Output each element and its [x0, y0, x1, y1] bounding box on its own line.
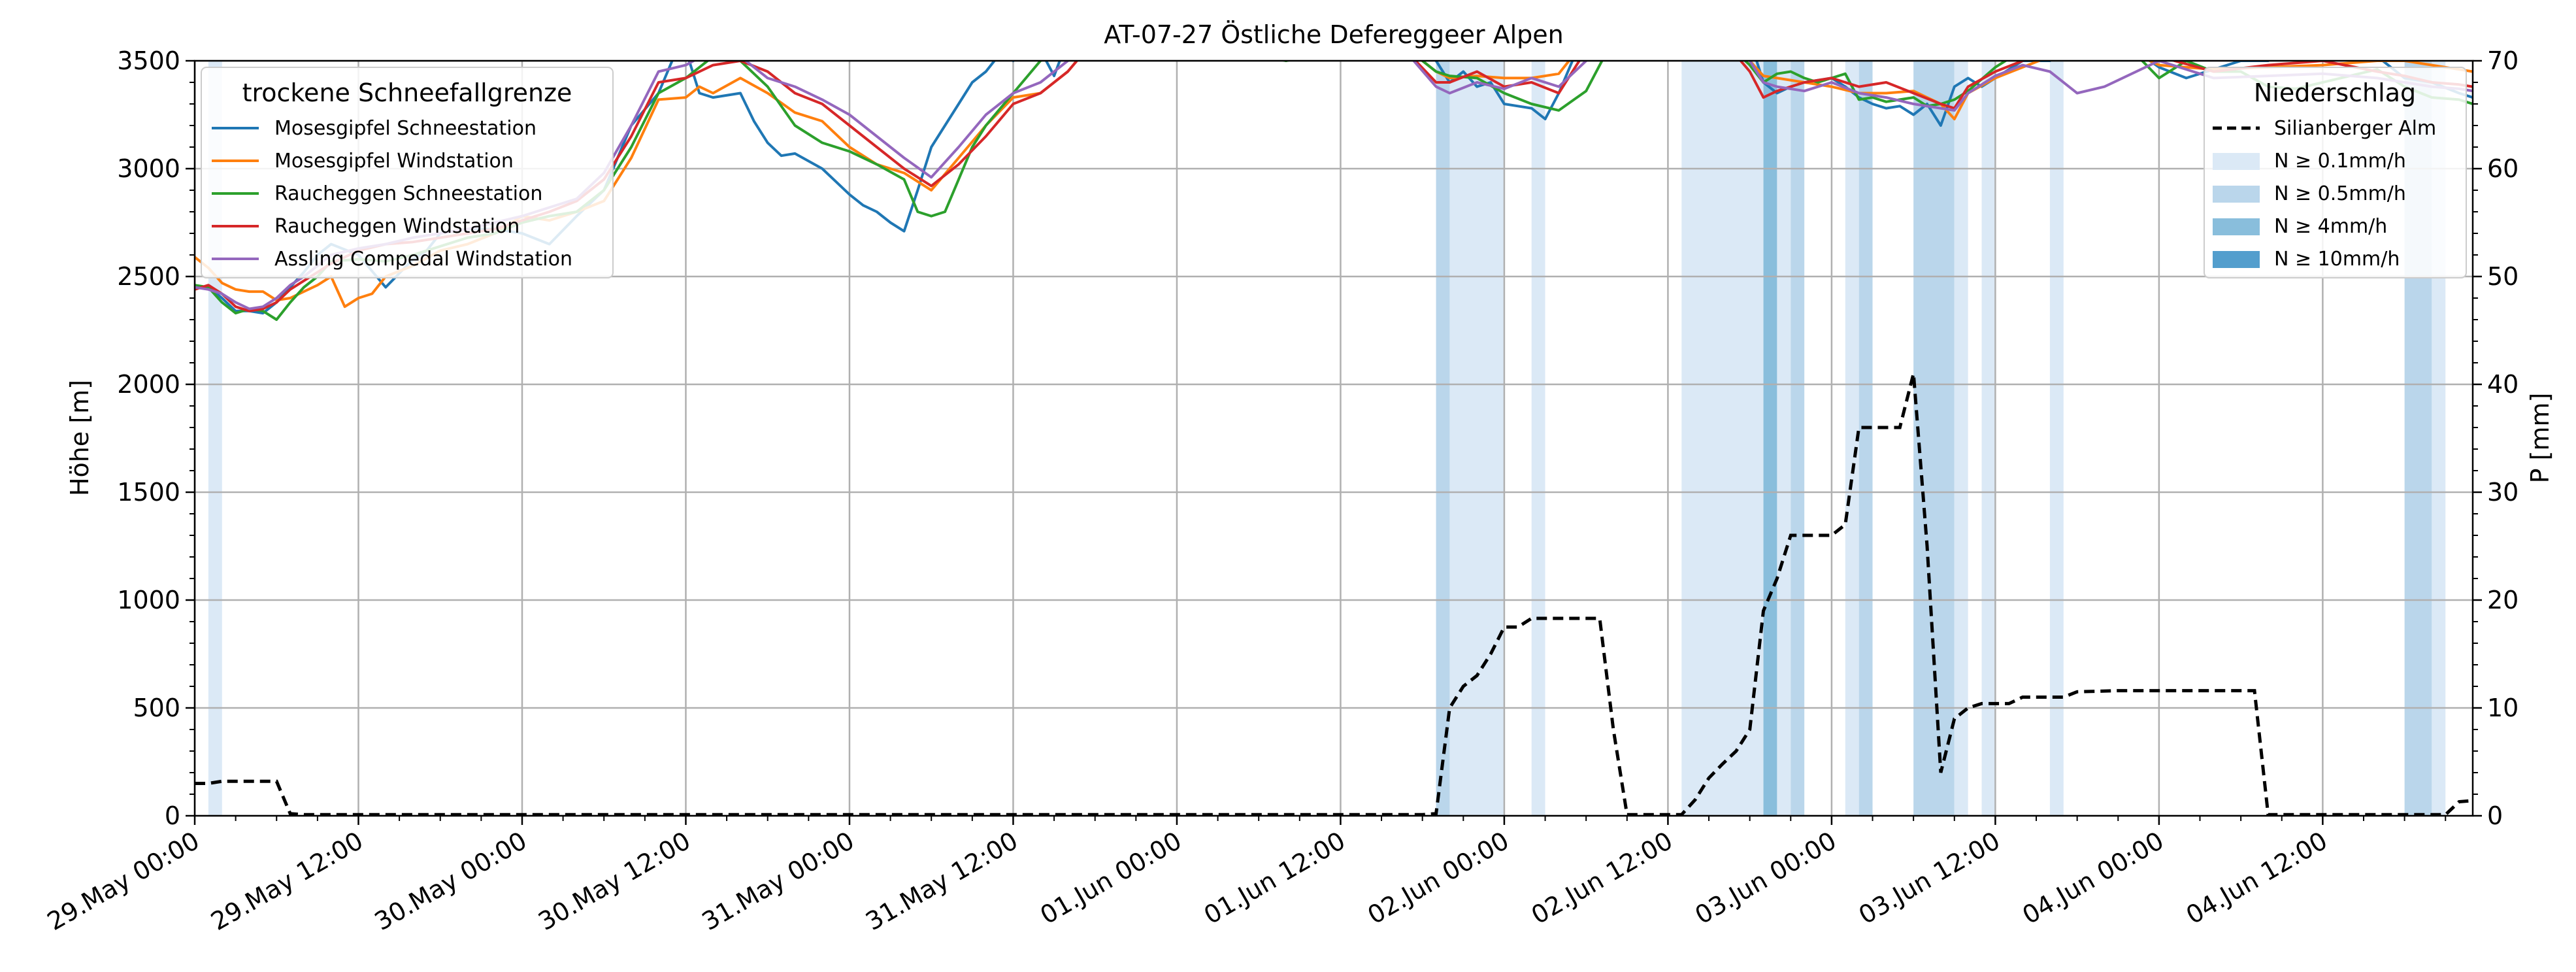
legend-label-1: Mosesgipfel Windstation	[274, 150, 514, 173]
y-tick-label-5: 2500	[117, 262, 180, 291]
y-tick-label-0: 0	[165, 801, 180, 830]
precip-band-12	[1981, 61, 1996, 816]
precip-bands	[208, 61, 2446, 816]
precip-band-11	[1954, 61, 1968, 816]
y2-tick-label-6: 60	[2487, 154, 2518, 183]
x-tick-label-6: 01.Jun 00:00	[1035, 826, 1186, 930]
x-tick-label-8: 02.Jun 00:00	[1362, 826, 1513, 930]
y-tick-label-1: 500	[133, 694, 180, 722]
legend-label-2: Raucheggen Schneestation	[274, 182, 542, 205]
precip-band-7	[1791, 61, 1805, 816]
precip-series	[195, 373, 2473, 816]
y-axis-right: 0 10 20 30 40 50 60 70	[2473, 46, 2518, 830]
legend-label-3: Raucheggen Windstation	[274, 215, 520, 238]
precip-band-13	[2049, 61, 2064, 816]
precip-band-1	[1436, 61, 1450, 816]
x-tick-label-4: 31.May 00:00	[697, 826, 859, 936]
legend-band-swatch-3	[2213, 251, 2260, 268]
precip-band-4	[1681, 61, 1764, 816]
y-tick-label-2: 1000	[117, 586, 180, 614]
legend-band-label-3: N ≥ 10mm/h	[2274, 248, 2400, 271]
x-tick-label-11: 03.Jun 12:00	[1854, 826, 2005, 930]
y2-tick-label-4: 40	[2487, 370, 2518, 399]
y2-tick-label-3: 30	[2487, 478, 2518, 507]
y-tick-label-3: 1500	[117, 478, 180, 507]
y2-axis-label: P [mm]	[2526, 393, 2554, 484]
legend-precip-line-label: Silianberger Alm	[2274, 117, 2436, 140]
x-tick-label-12: 04.Jun 00:00	[2017, 826, 2168, 930]
precip-band-6	[1777, 61, 1791, 816]
y2-tick-label-7: 70	[2487, 46, 2518, 75]
precip-band-3	[1531, 61, 1545, 816]
y-axis-label: Höhe [m]	[65, 380, 94, 496]
legend-right-title: Niederschlag	[2254, 78, 2416, 107]
legend-band-label-1: N ≥ 0.5mm/h	[2274, 182, 2406, 205]
precip-band-5	[1763, 61, 1777, 816]
precip-band-8	[1845, 61, 1859, 816]
x-tick-label-3: 30.May 12:00	[533, 826, 695, 936]
legend-band-swatch-2	[2213, 218, 2260, 235]
legend-left: trockene Schneefallgrenze Mosesgipfel Sc…	[201, 67, 614, 278]
y2-tick-label-5: 50	[2487, 262, 2518, 291]
legend-band-label-2: N ≥ 4mm/h	[2274, 215, 2387, 238]
legend-left-frame	[201, 67, 614, 278]
x-tick-label-5: 31.May 12:00	[861, 826, 1023, 936]
precip-band-9	[1858, 61, 1873, 816]
x-tick-label-7: 01.Jun 12:00	[1199, 826, 1350, 930]
y-tick-label-4: 2000	[117, 370, 180, 399]
precip-band-2	[1449, 61, 1504, 816]
legend-label-4: Assling Compedal Windstation	[274, 248, 572, 271]
legend-left-title: trockene Schneefallgrenze	[242, 78, 572, 107]
x-tick-label-0: 29.May 00:00	[42, 826, 205, 936]
x-tick-label-13: 04.Jun 12:00	[2181, 826, 2332, 930]
legend-right-frame	[2204, 67, 2467, 278]
y2-tick-label-0: 0	[2487, 801, 2503, 830]
y-axis-left: 0 500 1000 1500 2000 2500 3000 3500	[117, 46, 195, 830]
x-tick-label-9: 02.Jun 12:00	[1527, 826, 1677, 930]
y-tick-label-7: 3500	[117, 46, 180, 75]
plot-frame	[193, 59, 2474, 817]
chart-title: AT-07-27 Östliche Defereggeer Alpen	[1104, 20, 1564, 49]
x-tick-label-10: 03.Jun 00:00	[1690, 826, 1841, 930]
x-tick-label-1: 29.May 12:00	[206, 826, 368, 936]
legend-band-label-0: N ≥ 0.1mm/h	[2274, 150, 2406, 173]
legend-label-0: Mosesgipfel Schneestation	[274, 117, 537, 140]
precip-band-10	[1913, 61, 1955, 816]
x-axis: 29.May 00:00 29.May 12:00 30.May 00:00 30.M…	[42, 816, 2447, 936]
y-tick-label-6: 3000	[117, 154, 180, 183]
legend-band-swatch-0	[2213, 153, 2260, 170]
x-tick-label-2: 30.May 00:00	[370, 826, 532, 936]
precip-line	[195, 373, 2473, 816]
legend-right: Niederschlag Silianberger Alm N ≥ 0.1mm/…	[2204, 67, 2467, 278]
legend-band-swatch-1	[2213, 186, 2260, 203]
y2-tick-label-1: 10	[2487, 694, 2518, 722]
y2-tick-label-2: 20	[2487, 586, 2518, 614]
